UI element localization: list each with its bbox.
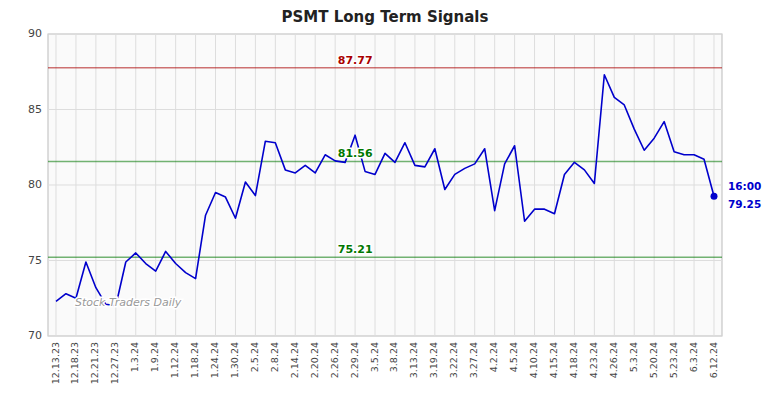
x-tick-label: 2.20.24 <box>309 342 320 378</box>
x-tick-label: 12.21.23 <box>89 342 100 384</box>
x-grid-line <box>534 34 535 336</box>
x-grid-line <box>215 34 216 336</box>
reference-label: 87.77 <box>338 54 373 67</box>
x-tick-label: 3.8.24 <box>388 342 399 372</box>
x-grid-line <box>355 34 356 336</box>
watermark: Stock Traders Daily <box>75 296 182 309</box>
x-grid-line <box>75 34 76 336</box>
x-tick-label: 4.23.24 <box>588 342 599 378</box>
x-grid-line <box>614 34 615 336</box>
x-tick-label: 1.18.24 <box>189 342 200 378</box>
x-tick-label: 2.14.24 <box>289 342 300 378</box>
y-tick-label: 80 <box>28 178 42 191</box>
x-grid-line <box>375 34 376 336</box>
x-tick-label: 3.13.24 <box>408 342 419 378</box>
x-grid-line <box>295 34 296 336</box>
reference-line <box>48 257 722 259</box>
x-grid-line <box>554 34 555 336</box>
x-tick-label: 4.15.24 <box>548 342 559 378</box>
x-tick-label: 2.8.24 <box>269 342 280 372</box>
y-grid-line <box>48 336 722 337</box>
x-tick-label: 4.2.24 <box>488 342 499 372</box>
y-grid-line <box>48 185 722 186</box>
x-grid-line <box>714 34 715 336</box>
plot-area <box>48 34 722 336</box>
x-tick-label: 1.24.24 <box>209 342 220 378</box>
y-tick-label: 90 <box>28 27 42 40</box>
x-tick-label: 5.20.24 <box>648 342 659 378</box>
x-grid-line <box>634 34 635 336</box>
chart: 70 75 80 85 90 12.13.23 12.18.23 12.21.23 12.27.… <box>0 0 784 398</box>
x-grid-line <box>56 34 57 336</box>
x-grid-line <box>195 34 196 336</box>
x-grid-line <box>235 34 236 336</box>
x-grid-line <box>315 34 316 336</box>
x-tick-label: 6.12.24 <box>708 342 719 378</box>
x-tick-label: 4.18.24 <box>568 342 579 378</box>
x-grid-line <box>275 34 276 336</box>
x-grid-line <box>474 34 475 336</box>
reference-line <box>48 161 722 163</box>
x-grid-line <box>694 34 695 336</box>
x-grid-line <box>574 34 575 336</box>
y-tick-label: 85 <box>28 103 42 116</box>
y-tick-label: 75 <box>28 254 42 267</box>
y-tick-label: 70 <box>28 329 42 342</box>
x-tick-label: 12.27.23 <box>109 342 120 384</box>
x-grid-line <box>394 34 395 336</box>
x-tick-label: 12.13.23 <box>50 342 61 384</box>
x-tick-label: 4.26.24 <box>608 342 619 378</box>
x-tick-label: 4.5.24 <box>508 342 519 372</box>
reference-label: 75.21 <box>338 243 373 256</box>
x-grid-line <box>454 34 455 336</box>
price-line <box>56 75 714 306</box>
x-grid-line <box>414 34 415 336</box>
y-grid-line <box>48 260 722 261</box>
x-tick-label: 3.22.24 <box>448 342 459 378</box>
x-grid-line <box>115 34 116 336</box>
y-grid-line <box>48 34 722 35</box>
x-tick-label: 2.29.24 <box>349 342 360 378</box>
x-tick-label: 6.3.24 <box>688 342 699 372</box>
x-grid-line <box>514 34 515 336</box>
x-tick-label: 1.9.24 <box>149 342 160 372</box>
x-grid-line <box>654 34 655 336</box>
x-tick-label: 2.5.24 <box>249 342 260 372</box>
x-tick-label: 1.12.24 <box>169 342 180 378</box>
title: PSMT Long Term Signals <box>282 8 489 26</box>
last-point <box>711 193 718 200</box>
x-grid-line <box>135 34 136 336</box>
plot-data <box>48 68 722 306</box>
last-price-label: 79.25 <box>728 198 761 210</box>
x-tick-label: 3.5.24 <box>369 342 380 372</box>
x-grid-line <box>175 34 176 336</box>
x-tick-label: 3.27.24 <box>468 342 479 378</box>
x-tick-label: 2.26.24 <box>329 342 340 378</box>
x-grid-line <box>95 34 96 336</box>
reference-label: 81.56 <box>338 147 373 160</box>
x-tick-label: 1.30.24 <box>229 342 240 378</box>
x-grid-line <box>674 34 675 336</box>
x-tick-label: 1.3.24 <box>129 342 140 372</box>
x-tick-label: 5.3.24 <box>628 342 639 372</box>
x-grid-line <box>434 34 435 336</box>
reference-line <box>48 67 722 69</box>
x-grid-line <box>155 34 156 336</box>
x-tick-label: 4.10.24 <box>528 342 539 378</box>
x-tick-label: 3.19.24 <box>428 342 439 378</box>
last-time-label: 16:00 <box>728 180 761 192</box>
x-grid-line <box>255 34 256 336</box>
x-grid-line <box>594 34 595 336</box>
x-tick-label: 5.23.24 <box>668 342 679 378</box>
x-tick-label: 12.18.23 <box>69 342 80 384</box>
y-grid-line <box>48 109 722 110</box>
x-grid-line <box>494 34 495 336</box>
x-grid-line <box>335 34 336 336</box>
